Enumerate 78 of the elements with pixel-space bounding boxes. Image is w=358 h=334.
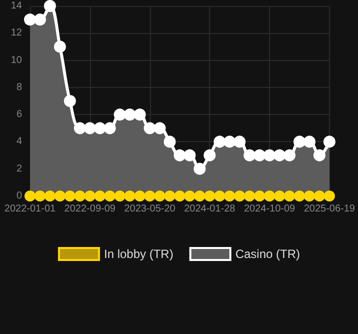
y-tick-label: 2 (16, 163, 22, 174)
y-tick-label: 12 (10, 28, 22, 39)
point (114, 190, 126, 202)
point (244, 190, 256, 202)
point (323, 136, 336, 148)
point (174, 190, 186, 202)
point (64, 190, 76, 202)
point (134, 190, 146, 202)
y-tick-label: 0 (16, 190, 22, 202)
y-tick-label: 4 (16, 136, 22, 148)
y-tick-label: 8 (16, 82, 22, 93)
point (324, 190, 335, 202)
point (104, 190, 116, 202)
point (104, 122, 116, 134)
point (94, 122, 106, 134)
point (24, 190, 36, 202)
point (164, 136, 176, 148)
point (293, 136, 306, 148)
point (64, 95, 76, 107)
point (34, 14, 46, 26)
point (284, 149, 296, 162)
point (124, 108, 136, 121)
point (34, 190, 46, 202)
point (254, 190, 266, 202)
point (264, 149, 276, 162)
point (184, 149, 196, 162)
point (244, 149, 256, 162)
y-tick-label: 14 (10, 0, 22, 12)
point (224, 136, 236, 148)
x-tick-label: 2024-10-09 (244, 204, 296, 214)
point (254, 149, 266, 162)
point (84, 122, 96, 134)
point (214, 190, 226, 202)
point (134, 108, 146, 121)
point (154, 122, 166, 134)
point (174, 149, 186, 162)
point (54, 40, 66, 53)
point (44, 190, 56, 202)
point (274, 190, 286, 202)
point (144, 190, 156, 202)
x-tick-label: 2023-05-20 (124, 204, 176, 214)
point (54, 190, 66, 202)
point (44, 0, 56, 12)
point (184, 190, 196, 202)
point (304, 190, 315, 202)
point (24, 14, 36, 26)
point (114, 108, 126, 121)
point (274, 149, 286, 162)
point (303, 136, 316, 148)
point (313, 149, 326, 162)
point (194, 190, 206, 202)
point (74, 122, 86, 134)
point (164, 190, 176, 202)
point (154, 190, 166, 202)
point (204, 149, 216, 162)
x-tick-label: 2024-01-28 (184, 204, 236, 214)
point (204, 190, 216, 202)
point (84, 190, 96, 202)
x-tick-label: 2022-09-09 (64, 204, 116, 214)
point (144, 122, 156, 134)
y-tick-label: 6 (16, 109, 22, 120)
legend-label: In lobby (TR) (104, 247, 174, 261)
point (284, 190, 295, 202)
point (214, 136, 226, 148)
legend-label: Casino (TR) (235, 247, 300, 261)
point (74, 190, 86, 202)
point (294, 190, 305, 202)
point (234, 190, 246, 202)
point (314, 190, 325, 202)
x-tick-label: 2022-01-01 (4, 204, 56, 214)
point (234, 136, 246, 148)
point (124, 190, 136, 202)
point (264, 190, 276, 202)
point (224, 190, 236, 202)
point (94, 190, 106, 202)
y-tick-label: 10 (10, 54, 22, 66)
point (194, 162, 206, 175)
x-tick-label: 2025-06-19 (304, 204, 356, 214)
